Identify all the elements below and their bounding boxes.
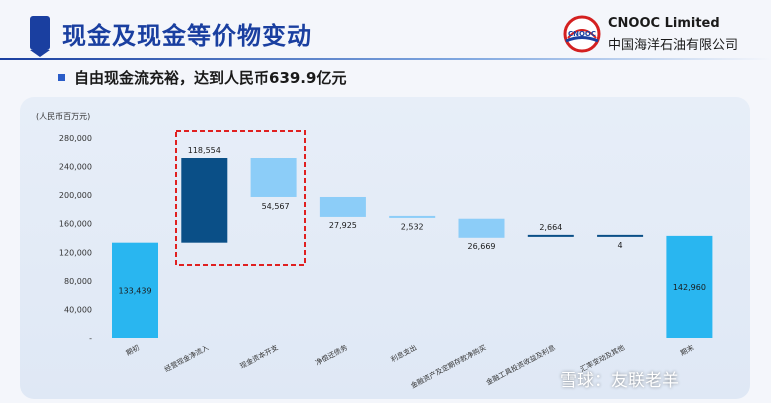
bar-8: [666, 235, 713, 338]
logo-english-name: CNOOC Limited: [608, 16, 720, 31]
data-label-7: 4: [618, 241, 623, 250]
bar-3: [319, 196, 366, 217]
y-tick-label: 40,000: [64, 305, 92, 314]
data-label-1: 118,554: [188, 146, 221, 155]
data-label-0: 133,439: [118, 286, 151, 295]
logo-chinese-name: 中国海洋石油有限公司: [608, 38, 739, 53]
page-title: 现金及现金等价物变动: [62, 22, 312, 50]
bar-4: [389, 215, 436, 218]
data-label-4: 2,532: [401, 223, 424, 232]
x-tick-label-8: 期末: [679, 343, 696, 358]
data-label-3: 27,925: [329, 221, 357, 230]
data-label-2: 54,567: [262, 202, 290, 211]
data-label-5: 26,669: [468, 242, 496, 251]
x-tick-label-1: 经营现金净流入: [163, 343, 210, 374]
x-tick-label-6: 金融工具投资收益及利息: [485, 343, 557, 387]
cnooc-logo: CNOOC: [563, 15, 601, 53]
logo-mark-text: CNOOC: [568, 30, 596, 38]
bar-0: [112, 242, 158, 338]
y-axis-unit-label: (人民币百万元): [36, 112, 90, 121]
bar-1: [181, 158, 228, 243]
title-badge-icon: [30, 16, 50, 57]
y-tick-label: -: [89, 334, 92, 343]
bar-7: [597, 234, 644, 237]
data-label-6: 2,664: [539, 223, 562, 232]
highlight-box: [175, 130, 306, 266]
bullet-icon: [58, 74, 65, 81]
watermark: 雪球：友联老羊: [560, 371, 679, 391]
y-tick-label: 240,000: [59, 163, 92, 172]
bar-5: [458, 218, 505, 238]
x-tick-label-0: 期初: [124, 343, 141, 358]
header-divider: [0, 58, 771, 60]
x-tick-label-5: 金融资产及定期存款净购买: [409, 343, 487, 390]
bar-6: [527, 234, 574, 237]
x-tick-label-4: 利息支出: [389, 343, 418, 364]
y-tick-label: 80,000: [64, 277, 92, 286]
y-tick-label: 200,000: [59, 191, 92, 200]
y-tick-label: 160,000: [59, 220, 92, 229]
x-tick-label-2: 现金资本开支: [238, 343, 279, 371]
y-tick-label: 280,000: [59, 134, 92, 143]
bar-2: [250, 158, 297, 197]
subtitle: 自由现金流充裕，达到人民币639.9亿元: [74, 69, 347, 87]
data-label-8: 142,960: [673, 283, 706, 292]
y-tick-label: 120,000: [59, 248, 92, 257]
x-tick-label-3: 净偿还债务: [314, 343, 349, 367]
